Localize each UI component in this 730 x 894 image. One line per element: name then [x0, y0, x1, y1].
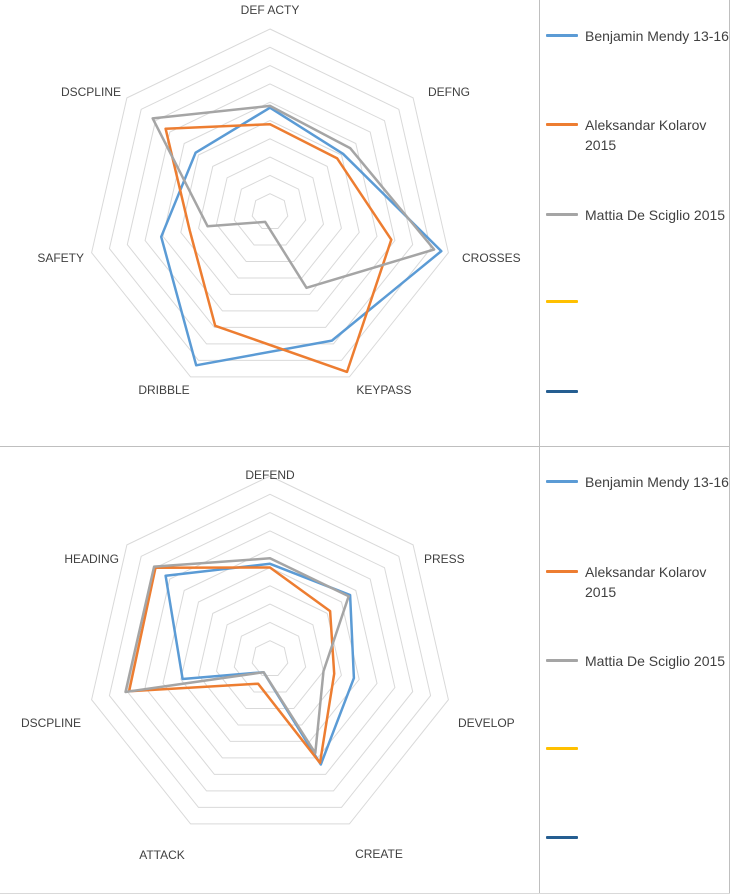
legend-line-icon [546, 747, 578, 750]
series-line-3 [124, 557, 350, 755]
radar-panel-2: DEFEND PRESS DEVELOP CREATE ATTACK DSCPLINE HE… [0, 447, 730, 894]
grid-ring [198, 138, 342, 279]
legend-label: Benjamin Mendy 13-16 [585, 28, 729, 44]
axis-label-safety: SAFETY [37, 251, 84, 265]
legend-label: Aleksandar Kolarov 2015 [585, 117, 707, 153]
axis-label-defng: DEFNG [428, 85, 470, 99]
grid-ring [144, 530, 396, 775]
grid-ring [180, 566, 360, 742]
series-line-3 [151, 104, 436, 290]
axis-label-defend: DEFEND [245, 468, 295, 482]
legend-line-icon [546, 659, 578, 662]
grid-ring [233, 174, 307, 246]
legend-label: Mattia De Sciglio 2015 [585, 207, 726, 223]
grid-ring [108, 46, 432, 361]
legend-label: Benjamin Mendy 13-16 [585, 474, 729, 490]
legend-area-1: Benjamin Mendy 13-16 Aleksandar Kolarov … [540, 0, 730, 446]
axis-label-dscpline: DSCPLINE [21, 716, 81, 730]
chart-area-1: DEF ACTY DEFNG CROSSES KEYPASS DRIBBLE SAFETY… [0, 0, 540, 446]
radar-chart-1: DEF ACTY DEFNG CROSSES KEYPASS DRIBBLE SAFETY… [37, 3, 521, 397]
legend-line-icon [546, 570, 578, 573]
legend-1: Benjamin Mendy 13-16 Aleksandar Kolarov … [540, 0, 730, 446]
axis-label-heading: HEADING [64, 552, 119, 566]
legend-2: Benjamin Mendy 13-16 Aleksandar Kolarov … [540, 447, 730, 893]
grid-ring [215, 603, 325, 709]
legend-label: Aleksandar Kolarov 2015 [585, 564, 707, 600]
legend-line-icon [546, 123, 578, 126]
series-line-2 [164, 122, 393, 374]
grid-ring [91, 28, 449, 378]
grid-ring [162, 548, 378, 759]
chart-area-2: DEFEND PRESS DEVELOP CREATE ATTACK DSCPLINE HE… [0, 447, 540, 893]
axis-label-dribble: DRIBBLE [138, 383, 189, 397]
grid-ring [233, 621, 307, 693]
grid-ring [215, 156, 325, 262]
axis-label-keypass: KEYPASS [356, 383, 411, 397]
radar-panel-1: DEF ACTY DEFNG CROSSES KEYPASS DRIBBLE SAFETY… [0, 0, 730, 447]
series-line-2 [127, 566, 336, 765]
grid-ring [198, 585, 342, 726]
axis-label-develop: DEVELOP [458, 716, 515, 730]
series-line-1 [159, 106, 443, 367]
grid-ring [91, 475, 449, 825]
legend-line-icon [546, 390, 578, 393]
legend-line-icon [546, 300, 578, 303]
axis-label-crosses: CROSSES [462, 251, 521, 265]
grid-ring [251, 640, 289, 676]
grid-ring [108, 493, 432, 808]
grid-ring [144, 83, 396, 328]
legend-line-icon [546, 480, 578, 483]
legend-line-icon [546, 213, 578, 216]
legend-line-icon [546, 836, 578, 839]
axis-label-def-acty: DEF ACTY [241, 3, 300, 17]
grid-ring [162, 101, 378, 312]
radar-chart-2: DEFEND PRESS DEVELOP CREATE ATTACK DSCPLINE HE… [21, 468, 515, 862]
axis-label-attack: ATTACK [139, 848, 185, 862]
legend-label: Mattia De Sciglio 2015 [585, 653, 726, 669]
axis-label-dscpline: DSCPLINE [61, 85, 121, 99]
legend-area-2: Benjamin Mendy 13-16 Aleksandar Kolarov … [540, 447, 730, 893]
legend-line-icon [546, 34, 578, 37]
axis-label-press: PRESS [424, 552, 465, 566]
axis-label-create: CREATE [355, 847, 403, 861]
